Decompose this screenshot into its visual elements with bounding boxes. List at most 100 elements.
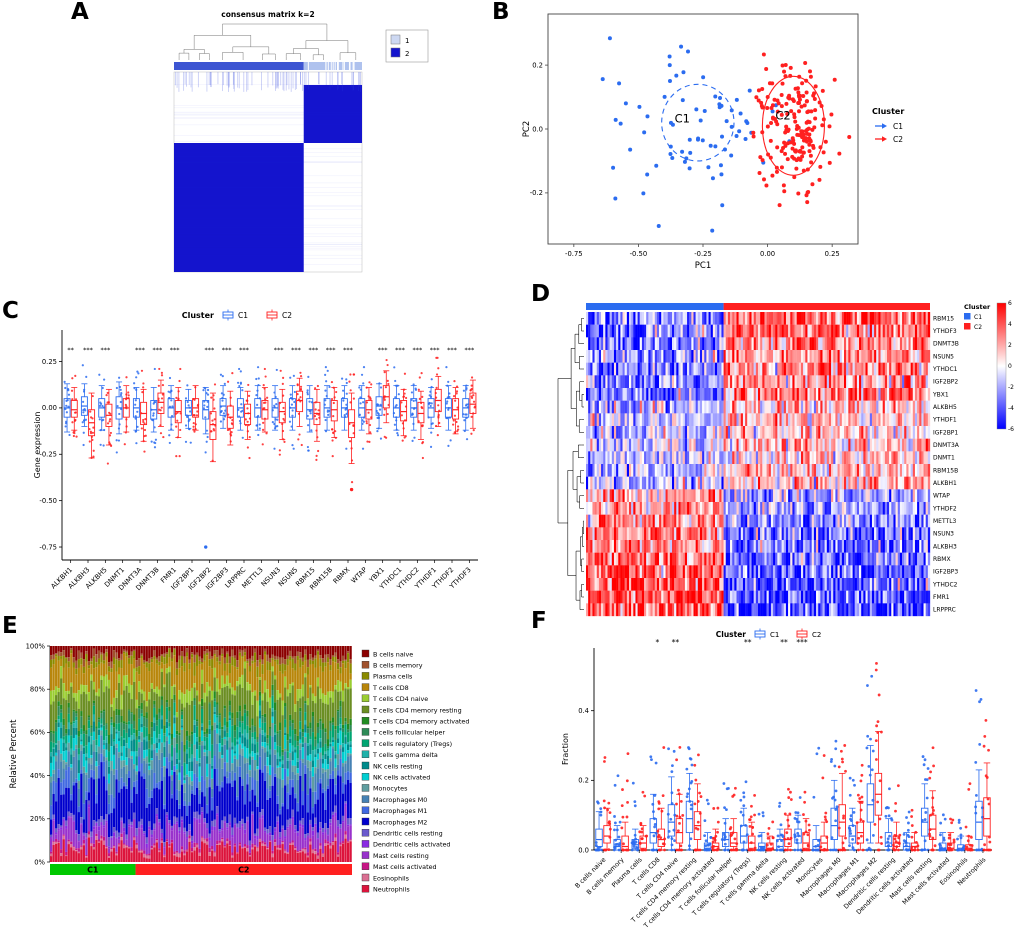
group-bar-c1 xyxy=(50,864,136,875)
svg-text:1: 1 xyxy=(405,37,409,45)
svg-text:Gene expression: Gene expression xyxy=(33,412,42,479)
svg-text:0.2: 0.2 xyxy=(532,61,543,69)
svg-text:***: *** xyxy=(83,346,94,354)
svg-text:NSUN5: NSUN5 xyxy=(933,353,954,360)
svg-text:Cluster: Cluster xyxy=(182,311,214,320)
svg-text:***: *** xyxy=(326,346,337,354)
square-swatch-icon xyxy=(390,34,401,45)
svg-text:Cluster: Cluster xyxy=(872,107,904,116)
svg-text:RBMX: RBMX xyxy=(332,566,352,586)
svg-text:***: *** xyxy=(274,346,285,354)
scatter-points-c1 xyxy=(600,36,792,233)
svg-text:***: *** xyxy=(343,346,354,354)
svg-text:ALKBH5: ALKBH5 xyxy=(933,404,957,411)
square-swatch-icon xyxy=(361,829,370,837)
svg-text:consensus matrix k=2: consensus matrix k=2 xyxy=(221,10,314,19)
svg-text:***: *** xyxy=(170,346,181,354)
square-swatch-icon xyxy=(361,817,370,826)
panel-d-heatmap: RBM15 YTHDF3 DNMT3B NSUN5 YTHDC1 IGF2BP2 YBX1 A… xyxy=(557,300,1014,617)
panel-b-pca-scatter: -0.75 -0.50 -0.25 0.00 0.25 -0.2 0.0 0.2 PC1 PC2 C… xyxy=(522,13,904,271)
square-swatch-icon xyxy=(361,773,370,781)
panel-a-consensus-matrix: consensus matrix k=2 1 2 xyxy=(173,10,429,273)
svg-text:YBX1: YBX1 xyxy=(932,391,949,398)
svg-text:C2: C2 xyxy=(893,135,903,144)
svg-text:NSUN3: NSUN3 xyxy=(933,531,954,538)
square-swatch-icon xyxy=(361,728,370,736)
panel-label-c: C xyxy=(2,298,19,324)
svg-text:2: 2 xyxy=(405,50,409,58)
square-swatch-icon xyxy=(361,851,370,859)
svg-text:YTHDF3: YTHDF3 xyxy=(932,328,957,335)
svg-text:-0.75: -0.75 xyxy=(565,250,583,258)
panel-label-e: E xyxy=(2,613,18,639)
outlier-point xyxy=(204,545,208,549)
svg-text:DNMT3A: DNMT3A xyxy=(933,442,960,449)
square-swatch-icon xyxy=(361,750,370,758)
svg-text:***: *** xyxy=(395,346,406,354)
square-swatch-icon xyxy=(361,806,370,814)
square-swatch-icon xyxy=(361,705,370,714)
svg-text:-0.25: -0.25 xyxy=(694,250,712,258)
svg-text:-0.25: -0.25 xyxy=(39,451,57,459)
svg-text:C1: C1 xyxy=(675,112,690,126)
square-swatch-icon xyxy=(361,672,370,680)
colorbar xyxy=(996,302,1007,430)
svg-text:0.0: 0.0 xyxy=(532,125,543,133)
svg-text:***: *** xyxy=(447,346,458,354)
svg-text:PC1: PC1 xyxy=(695,261,711,271)
boxplot-icon xyxy=(222,309,234,321)
svg-text:***: *** xyxy=(291,346,302,354)
svg-text:WTAP: WTAP xyxy=(350,566,369,585)
outlier-point xyxy=(349,487,354,492)
svg-text:***: *** xyxy=(135,346,146,354)
boxplot-icon xyxy=(266,309,278,321)
svg-text:DNMT1: DNMT1 xyxy=(933,455,955,462)
square-swatch-icon xyxy=(361,795,370,803)
annotation-c2 xyxy=(723,303,930,310)
arrow-right-icon xyxy=(875,123,887,129)
svg-text:***: *** xyxy=(308,346,319,354)
square-swatch-icon xyxy=(390,47,401,58)
panel-c-legend: Cluster C1 C2 xyxy=(182,309,292,321)
square-swatch-icon xyxy=(361,694,370,702)
annotation-c1 xyxy=(586,303,724,310)
svg-text:***: *** xyxy=(222,346,233,354)
square-swatch-icon xyxy=(361,661,370,669)
panel-b-legend: Cluster C1 C2 xyxy=(872,107,904,144)
svg-text:YTHDF2: YTHDF2 xyxy=(932,505,957,512)
square-swatch-icon xyxy=(361,784,370,792)
square-swatch-icon xyxy=(361,840,370,848)
svg-text:C1: C1 xyxy=(893,122,903,131)
svg-text:PC2: PC2 xyxy=(522,121,532,137)
square-swatch-icon xyxy=(361,885,370,893)
svg-text:***: *** xyxy=(378,346,389,354)
svg-text:-0.75: -0.75 xyxy=(39,543,57,551)
scatter-points-c2 xyxy=(751,52,852,208)
svg-text:DNMT3B: DNMT3B xyxy=(933,341,959,348)
square-swatch-icon xyxy=(361,862,370,870)
svg-text:RBM15: RBM15 xyxy=(933,315,954,322)
svg-text:METTL3: METTL3 xyxy=(933,518,957,525)
svg-text:WTAP: WTAP xyxy=(933,493,950,500)
arrow-right-icon xyxy=(875,136,887,142)
svg-text:RBM15B: RBM15B xyxy=(933,467,958,474)
svg-text:0.00: 0.00 xyxy=(42,404,57,412)
panel-c-gene-boxplot: 0.25 0.00 -0.25 -0.50 -0.75 Gene expression Cl… xyxy=(33,309,478,592)
square-swatch-icon xyxy=(964,323,971,330)
svg-text:0.25: 0.25 xyxy=(825,250,840,258)
svg-text:***: *** xyxy=(239,346,250,354)
panel-f-legend: Cluster C1 C2 xyxy=(716,628,821,640)
square-swatch-icon xyxy=(361,717,370,725)
svg-text:ALKBH3: ALKBH3 xyxy=(933,543,957,550)
svg-text:***: *** xyxy=(204,346,215,354)
panel-label-d: D xyxy=(531,281,551,307)
cluster-ellipse-c1 xyxy=(661,83,735,162)
square-swatch-icon xyxy=(361,739,370,747)
svg-text:**: ** xyxy=(67,346,74,354)
svg-text:ALKBH1: ALKBH1 xyxy=(933,480,957,487)
panel-label-a: A xyxy=(71,0,89,25)
svg-text:-0.50: -0.50 xyxy=(630,250,648,258)
